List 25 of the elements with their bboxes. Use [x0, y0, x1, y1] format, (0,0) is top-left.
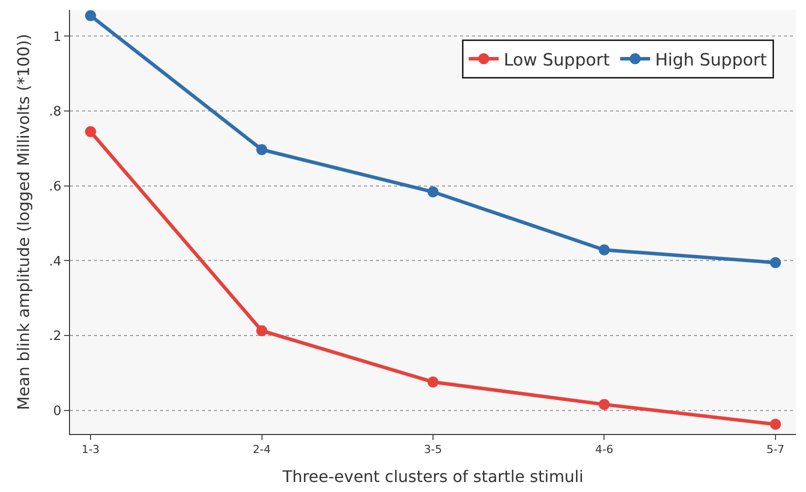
y-tick-label: 1 [53, 30, 62, 45]
x-tick-label: 4-6 [595, 443, 614, 456]
x-tick-label: 1-3 [82, 443, 100, 456]
point [256, 144, 268, 156]
point [598, 398, 610, 410]
point [428, 376, 438, 388]
y-tick-label: 0 [53, 404, 62, 419]
point [256, 325, 268, 336]
point [770, 418, 781, 430]
x-tick-label: 5-7 [766, 443, 784, 456]
point [598, 244, 610, 256]
y-tick-label: .4 [48, 254, 62, 270]
point [770, 257, 781, 268]
y-tick-label: .6 [48, 179, 62, 194]
point [85, 10, 96, 22]
y-axis-title: Mean blink amplitude (logged Millivolts (*100)) [14, 34, 33, 410]
point [85, 126, 96, 138]
x-tick-label: 3-5 [424, 443, 442, 456]
x-tick-label: 2-4 [252, 443, 271, 456]
x-axis-title: Three-event clusters of startle stimuli [282, 466, 584, 486]
y-tick-label: .2 [48, 329, 62, 344]
legend-label: High Support [655, 50, 768, 70]
point [428, 186, 438, 198]
y-tick-label: .8 [48, 104, 62, 120]
legend-label: Low Support [504, 50, 610, 70]
